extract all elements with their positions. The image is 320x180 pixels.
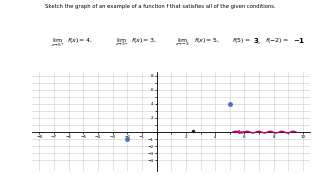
Text: $\lim_{x \to 3^-}$: $\lim_{x \to 3^-}$ [115, 36, 128, 48]
Text: $\lim_{x \to 5^+}$: $\lim_{x \to 5^+}$ [51, 36, 64, 49]
Text: $f(x) = 3,$: $f(x) = 3,$ [131, 36, 157, 45]
Text: $\mathbf{-1}$: $\mathbf{-1}$ [293, 36, 305, 45]
Text: $f(-2) =$: $f(-2) =$ [265, 36, 289, 45]
Text: $f(x) = 4,$: $f(x) = 4,$ [67, 36, 93, 45]
Text: $\lim_{x \to -3}$: $\lim_{x \to -3}$ [175, 36, 190, 48]
Text: $f(5) =$: $f(5) =$ [232, 36, 251, 45]
Text: Sketch the graph of an example of a function f that satisfies all of the given c: Sketch the graph of an example of a func… [45, 4, 275, 9]
Text: $\mathbf{3},$: $\mathbf{3},$ [253, 36, 262, 46]
Text: $f(x) = 5,$: $f(x) = 5,$ [194, 36, 219, 45]
